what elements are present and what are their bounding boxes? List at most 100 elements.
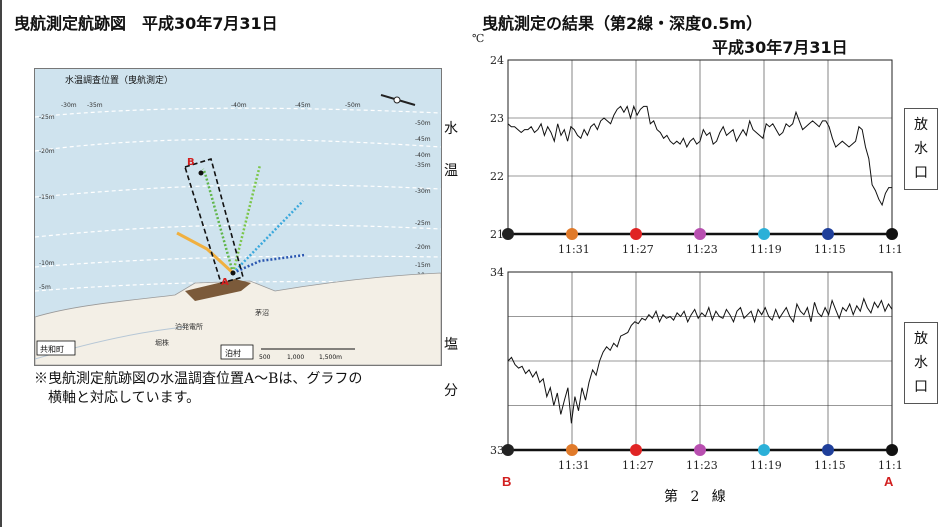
temp-ytick-label: 24 <box>490 54 504 67</box>
temp-axis-marker <box>886 228 898 240</box>
salt-xtick-label: 11:19 <box>750 459 782 472</box>
temp-xtick-label: 11:15 <box>814 243 846 256</box>
temp-axis-marker <box>694 228 706 240</box>
temp-ytick-label: 21 <box>490 228 504 241</box>
contour-label: -35m <box>87 102 103 109</box>
salt-label-1: 塩 <box>444 337 458 353</box>
salt-xtick-label: 11:23 <box>686 459 718 472</box>
scale-label: 500 <box>259 354 271 361</box>
track-cyan <box>232 200 304 274</box>
map-note-line1: ※曳航測定航跡図の水温調査位置A～Bは、グラフの <box>34 371 363 387</box>
transect-box <box>183 157 244 284</box>
contour-label: -50m <box>415 120 431 127</box>
place-label: 堀株 <box>155 338 169 347</box>
point-b-label: B <box>187 157 195 168</box>
end-label-b: B <box>502 474 511 489</box>
discharge-char: 放 <box>914 117 928 133</box>
track-map-title: 曳航測定航跡図 平成30年7月31日 <box>14 14 278 33</box>
contour-label: -35m <box>415 162 431 169</box>
contour-label: -30m <box>415 188 431 195</box>
land-area <box>35 272 441 365</box>
temp-xtick-label: 11:23 <box>686 243 718 256</box>
discharge-box-salt: 放 水 口 <box>904 322 938 404</box>
temp-xtick-label: 11:19 <box>750 243 782 256</box>
temp-series-line <box>507 104 892 207</box>
contour-label: -20m <box>39 148 55 155</box>
place-label: 茅沼 <box>255 308 269 317</box>
track-orange <box>176 231 235 275</box>
map-note-line2: 横軸と対応しています。 <box>48 390 201 406</box>
temp-xtick-label: 11:27 <box>622 243 654 256</box>
point-b-marker <box>198 170 204 176</box>
depth-contours <box>35 107 441 292</box>
contour-label: -20m <box>415 244 431 251</box>
salt-axis-marker <box>694 444 706 456</box>
results-charts: 24232221℃11:3111:2711:2311:1911:1511:11 … <box>472 32 902 489</box>
map-heading: 水温調査位置（曳航測定） <box>65 74 173 86</box>
salt-axis-marker <box>886 444 898 456</box>
results-title: 曳航測定の結果（第2線・深度0.5m） <box>482 14 763 33</box>
salt-series-line <box>507 297 893 424</box>
salt-ytick-label: 34 <box>490 266 504 279</box>
contour-label: -45m <box>415 136 431 143</box>
results-date: 平成30年7月31日 <box>712 38 848 57</box>
temp-axis-marker <box>758 228 770 240</box>
contour-label: -40m <box>231 102 247 109</box>
contour-label: -5m <box>39 284 51 291</box>
place-box <box>220 344 254 360</box>
place-label: 泊発電所 <box>175 322 203 331</box>
contour-label: -30m <box>61 102 77 109</box>
track-map-svg: 水温調査位置（曳航測定） -30m -35m -40m -45m -50m -2… <box>35 74 441 365</box>
salt-label-2: 分 <box>444 383 458 399</box>
place-box <box>36 340 76 356</box>
contour-label: -45m <box>295 102 311 109</box>
contour-label: -25m <box>415 220 431 227</box>
contour-label: -10m <box>39 260 55 267</box>
salt-xtick-label: 11:15 <box>814 459 846 472</box>
discharge-char: 口 <box>914 165 928 181</box>
track-blue <box>232 253 306 275</box>
temp-axis-marker <box>502 228 514 240</box>
discharge-char: 水 <box>914 355 928 371</box>
temp-axis-marker <box>822 228 834 240</box>
temp-unit-label: ℃ <box>472 32 484 45</box>
chart-xlabel: 第 2 線 <box>664 489 730 505</box>
track-green <box>231 164 262 274</box>
salt-xtick-label: 11:11 <box>878 459 902 472</box>
point-a-marker <box>230 270 236 276</box>
temp-axis-marker <box>630 228 642 240</box>
temp-xtick-label: 11:11 <box>878 243 902 256</box>
salt-axis-marker <box>822 444 834 456</box>
salinity-chart: 34 33 11:31 11:27 11:23 11:19 11:15 11:11 <box>490 266 902 472</box>
temp-label-2: 温 <box>444 163 458 179</box>
contour-label: -50m <box>345 102 361 109</box>
point-a-label: A <box>221 277 229 288</box>
temp-axis-marker <box>566 228 578 240</box>
end-label-a: A <box>884 474 894 489</box>
place-label: 共和町 <box>40 345 64 354</box>
contour-label: -15m <box>39 194 55 201</box>
temp-ytick-label: 23 <box>490 112 504 125</box>
power-plant-site <box>185 279 251 301</box>
salt-axis-marker <box>758 444 770 456</box>
contour-label: -40m <box>415 152 431 159</box>
temp-ytick-label: 22 <box>490 170 504 183</box>
temp-label-1: 水 <box>444 121 458 137</box>
scale-label: 1,000 <box>287 354 304 361</box>
map-note: ※曳航測定航跡図の水温調査位置A～Bは、グラフの 横軸と対応しています。 <box>34 370 446 408</box>
left-border-line <box>0 0 2 527</box>
salt-xtick-label: 11:31 <box>558 459 590 472</box>
discharge-char: 口 <box>914 379 928 395</box>
salt-axis-marker <box>630 444 642 456</box>
salt-axis-marker <box>502 444 514 456</box>
discharge-char: 水 <box>914 141 928 157</box>
salt-axis-marker <box>566 444 578 456</box>
discharge-box-temp: 放 水 口 <box>904 108 938 190</box>
place-label: 泊村 <box>225 348 241 358</box>
track-map: 水温調査位置（曳航測定） -30m -35m -40m -45m -50m -2… <box>34 68 442 366</box>
contour-label: -15m <box>415 262 431 269</box>
contour-label: -25m <box>39 114 55 121</box>
north-arrow-icon <box>380 94 416 106</box>
scale-label: 1,500m <box>319 354 342 361</box>
temp-xtick-label: 11:31 <box>558 243 590 256</box>
